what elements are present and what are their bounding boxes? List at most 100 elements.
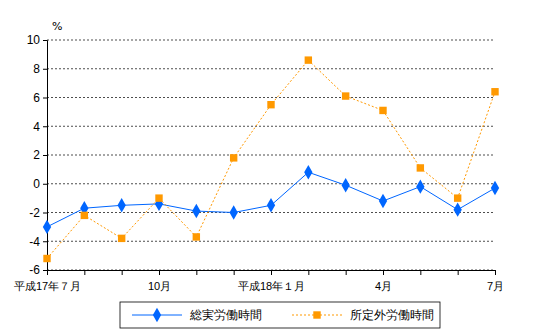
series-marker <box>267 101 274 108</box>
series-marker <box>305 56 312 63</box>
y-unit-label: % <box>52 20 62 33</box>
grid-line <box>47 40 495 41</box>
y-tick-label: 10 <box>27 33 41 47</box>
series-marker <box>118 198 126 212</box>
x-tick <box>308 270 309 275</box>
y-tick: -6 <box>29 263 47 277</box>
x-tick-mark <box>420 270 421 275</box>
x-tick-mark <box>196 270 197 275</box>
x-tick <box>346 270 347 275</box>
y-tick-label: 2 <box>33 148 40 162</box>
series-marker <box>454 202 462 216</box>
series-marker <box>267 198 275 212</box>
series-marker <box>491 181 499 195</box>
series-marker <box>192 204 200 218</box>
y-tick-label: 8 <box>33 62 40 76</box>
y-tick: 8 <box>33 62 47 76</box>
y-tick: -2 <box>29 206 47 220</box>
grid-line <box>47 155 495 156</box>
x-tick-mark <box>122 270 123 275</box>
y-tick-label: -6 <box>29 263 40 277</box>
y-tick: 10 <box>27 33 47 47</box>
x-tick-label: 10月 <box>148 280 171 292</box>
legend-label: 所定外労働時間 <box>350 308 434 322</box>
x-tick-mark <box>495 270 496 275</box>
legend-marker <box>153 308 161 322</box>
y-tick-mark <box>43 98 47 99</box>
series-marker <box>491 88 498 95</box>
x-tick <box>234 270 235 275</box>
series-marker <box>118 235 125 242</box>
series-marker <box>454 194 461 201</box>
grid <box>47 40 495 270</box>
series-marker <box>230 154 237 161</box>
x-tick-mark <box>383 270 384 275</box>
y-tick-mark <box>43 126 47 127</box>
y-tick: 2 <box>33 148 47 162</box>
plot: -6 -4 -2 0 2 4 6 8 10 平成17年７月 10月 平成18年１月 4月 7月% <box>14 20 504 292</box>
x-tick-label: 4月 <box>375 280 392 292</box>
x-tick-label: 平成18年１月 <box>238 280 305 292</box>
y-tick: 0 <box>33 177 47 191</box>
y-tick-mark <box>43 213 47 214</box>
chart: -6 -4 -2 0 2 4 6 8 10 平成17年７月 10月 平成18年１月 4月 7月% 総実労働時… <box>0 0 540 336</box>
x-tick-mark <box>308 270 309 275</box>
x-tick: 4月 <box>375 270 392 292</box>
legend: 総実労働時間 所定外労働時間 <box>120 302 440 328</box>
x-tick-label: 平成17年７月 <box>14 280 81 292</box>
x-tick-mark <box>84 270 85 275</box>
series-line <box>47 172 495 227</box>
series-marker <box>43 220 51 234</box>
y-tick-mark <box>43 40 47 41</box>
y-tick-mark <box>43 270 47 271</box>
series-marker <box>342 92 349 99</box>
x-axis-line <box>48 271 496 276</box>
x-tick: 平成18年１月 <box>238 270 305 292</box>
grid-line <box>47 241 495 242</box>
y-tick: -4 <box>29 235 47 249</box>
legend-label: 総実労働時間 <box>189 308 262 322</box>
series-marker <box>342 178 350 192</box>
x-tick <box>122 270 123 275</box>
x-tick-mark <box>271 270 272 275</box>
series-group <box>43 56 499 262</box>
x-tick-mark <box>234 270 235 275</box>
y-tick-mark <box>43 184 47 185</box>
y-tick-mark <box>43 69 47 70</box>
y-tick-label: 4 <box>33 120 40 134</box>
series-marker <box>379 107 386 114</box>
x-tick: 7月 <box>487 270 504 292</box>
series-marker <box>81 212 88 219</box>
x-tick: 平成17年７月 <box>14 270 81 292</box>
x-tick-label: 7月 <box>487 280 504 292</box>
y-tick-mark <box>43 155 47 156</box>
y-tick: 4 <box>33 120 47 134</box>
x-tick-mark <box>47 270 48 275</box>
series-line <box>47 60 495 258</box>
x-tick <box>420 270 421 275</box>
series-marker <box>379 194 387 208</box>
x-tick-mark <box>159 270 160 275</box>
y-tick-label: -2 <box>29 206 40 220</box>
grid-line <box>47 126 495 127</box>
series-marker <box>416 179 424 193</box>
legend-marker <box>313 311 320 318</box>
legend-box <box>120 302 440 328</box>
x-tick <box>84 270 85 275</box>
series-marker <box>304 165 312 179</box>
y-tick-label: 0 <box>33 177 40 191</box>
series-marker <box>43 255 50 262</box>
series-marker <box>417 164 424 171</box>
x-tick-mark <box>458 270 459 275</box>
x-axis: 平成17年７月 10月 平成18年１月 4月 7月 <box>14 270 504 292</box>
grid-line <box>47 97 495 98</box>
grid-line <box>47 183 495 184</box>
series-marker <box>193 233 200 240</box>
x-tick <box>458 270 459 275</box>
y-tick-label: 6 <box>33 91 40 105</box>
x-tick: 10月 <box>148 270 171 292</box>
y-axis: -6 -4 -2 0 2 4 6 8 10 <box>27 33 48 277</box>
y-tick: 6 <box>33 91 47 105</box>
y-tick-mark <box>43 241 47 242</box>
x-tick <box>196 270 197 275</box>
